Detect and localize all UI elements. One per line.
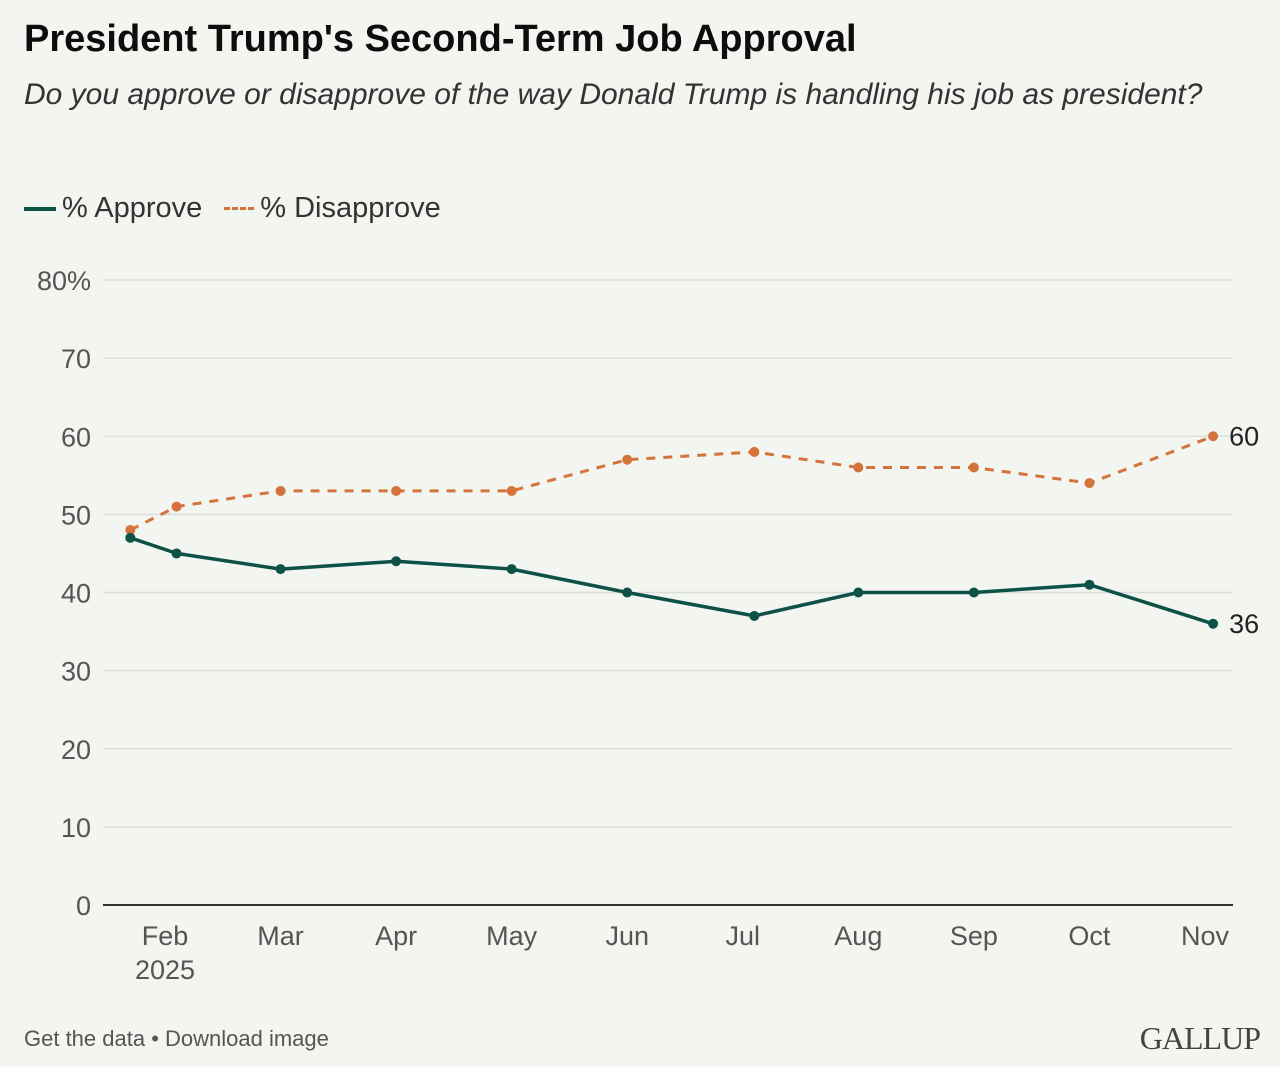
approve-point (853, 587, 864, 598)
x-tick-label: 2025 (135, 955, 195, 985)
approve-point (1208, 618, 1219, 629)
x-tick-label: Mar (257, 921, 304, 951)
gallup-logo: GALLUP (1139, 1020, 1261, 1056)
x-tick-label: Oct (1068, 921, 1111, 951)
y-tick-label: 30 (61, 657, 91, 687)
chart-subtitle: Do you approve or disapprove of the way … (24, 78, 1203, 111)
disapprove-point (749, 446, 760, 457)
chart-title: President Trump's Second-Term Job Approv… (24, 18, 857, 60)
y-tick-label: 50 (61, 500, 91, 530)
x-tick-label: Nov (1181, 921, 1230, 951)
disapprove-point (1208, 431, 1219, 442)
x-tick-label: Aug (834, 921, 882, 951)
legend-item-approve: % Approve (24, 192, 202, 225)
disapprove-end-label: 60 (1229, 421, 1259, 451)
disapprove-point (171, 501, 182, 512)
approve-point (125, 532, 136, 543)
disapprove-point (1084, 478, 1095, 489)
x-tick-label: May (486, 921, 538, 951)
x-tick-label: Jun (605, 921, 649, 951)
legend: % Approve % Disapprove (24, 192, 463, 225)
disapprove-point (275, 485, 286, 496)
x-tick-label: Sep (950, 921, 998, 951)
disapprove-swatch-icon (224, 207, 255, 210)
approve-point (275, 564, 286, 575)
x-tick-label: Apr (375, 921, 417, 951)
footer-links[interactable]: Get the data • Download image (24, 1026, 329, 1051)
y-tick-label: 40 (61, 579, 91, 609)
disapprove-point (125, 525, 136, 535)
approve-line (129, 536, 1214, 626)
y-tick-label: 0 (76, 891, 91, 921)
legend-label-approve: % Approve (62, 192, 203, 224)
approve-point (506, 564, 517, 575)
y-tick-label: 20 (61, 735, 91, 765)
approve-point (391, 556, 402, 567)
y-tick-label: 70 (61, 344, 91, 374)
disapprove-point (853, 462, 864, 473)
approve-point (622, 587, 633, 598)
x-tick-label: Jul (726, 921, 761, 951)
approve-point (968, 587, 979, 598)
disapprove-point (506, 485, 517, 496)
legend-label-disapprove: % Disapprove (260, 192, 441, 224)
disapprove-point (622, 454, 633, 465)
approve-point (1084, 579, 1095, 590)
disapprove-point (968, 462, 979, 473)
approve-point (171, 548, 182, 559)
disapprove-line (129, 434, 1214, 532)
x-tick-label: Feb (142, 921, 189, 951)
approve-point (749, 610, 760, 621)
approve-swatch-icon (24, 206, 56, 211)
disapprove-point (391, 485, 402, 496)
approve-end-label: 36 (1229, 609, 1259, 639)
legend-item-disapprove: % Disapprove (224, 192, 441, 225)
y-tick-label: 60 (61, 422, 91, 452)
y-tick-label: 10 (61, 813, 91, 843)
y-tick-label: 80% (37, 266, 91, 296)
